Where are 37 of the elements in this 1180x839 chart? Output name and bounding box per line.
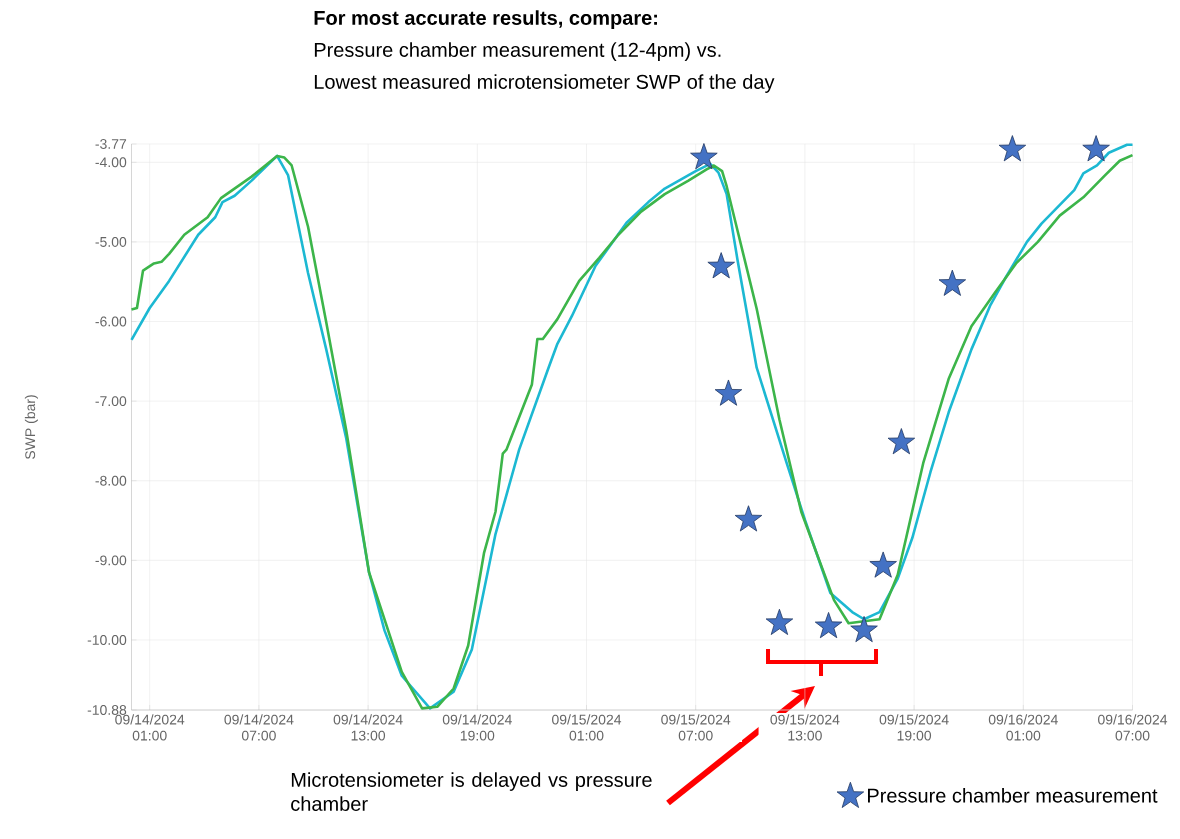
point — [869, 551, 897, 578]
point — [814, 612, 843, 639]
point — [714, 379, 743, 406]
point — [707, 252, 735, 279]
point — [938, 269, 967, 296]
x-tick-label: 09/16/2024 01:00 — [988, 714, 1058, 741]
legend-label: Pressure chamber measurement — [868, 787, 1158, 803]
y-tick-label: -10.00 — [87, 635, 127, 645]
x-tick-label: 09/16/2024 07:00 — [1098, 714, 1168, 741]
x-tick-label: 09/15/2024 01:00 — [552, 714, 622, 741]
text: Lowest measured microtensiometer SWP of the day — [314, 74, 775, 93]
x-tick-label: 09/14/2024 07:00 — [224, 714, 294, 741]
y-tick-label: -5.00 — [95, 236, 127, 247]
x-tick-label: 09/14/2024 13:00 — [333, 714, 403, 741]
y-tick-label: -10.88 — [87, 705, 127, 715]
point — [850, 615, 878, 643]
y-tick-label: -3.77 — [95, 139, 127, 149]
point — [998, 135, 1027, 162]
x-tick-label: 09/14/2024 01:00 — [115, 714, 185, 741]
point — [1082, 135, 1110, 162]
x-tick-label: 09/14/2024 19:00 — [442, 714, 512, 741]
y-tick-label: -4.00 — [95, 157, 127, 168]
chart-title: For most accurate results, compare: — [314, 10, 657, 29]
point — [887, 428, 916, 455]
point — [765, 608, 794, 635]
point — [690, 143, 718, 170]
text: Microtensiometer is delayed vs pressure chamber — [291, 772, 652, 811]
y-axis-title: SWP (bar) — [24, 395, 38, 460]
y-tick-label: -9.00 — [95, 555, 127, 566]
x-tick-label: 09/15/2024 19:00 — [879, 714, 949, 741]
x-tick-label: 09/15/2024 13:00 — [770, 714, 840, 741]
point — [734, 505, 763, 532]
y-tick-label: -8.00 — [95, 475, 127, 486]
y-tick-label: -6.00 — [95, 316, 127, 327]
chart-subtitle: Pressure chamber measurement (12-4pm) vs. — [314, 42, 721, 61]
x-tick-label: 09/15/2024 07:00 — [661, 714, 731, 741]
y-tick-label: -7.00 — [95, 396, 127, 407]
